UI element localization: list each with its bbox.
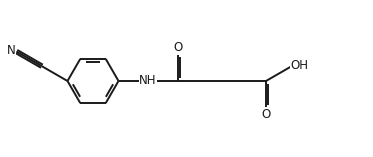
Text: O: O	[173, 41, 182, 54]
Text: NH: NH	[139, 75, 157, 87]
Text: OH: OH	[291, 59, 308, 72]
Text: N: N	[7, 44, 16, 57]
Text: O: O	[261, 108, 271, 121]
